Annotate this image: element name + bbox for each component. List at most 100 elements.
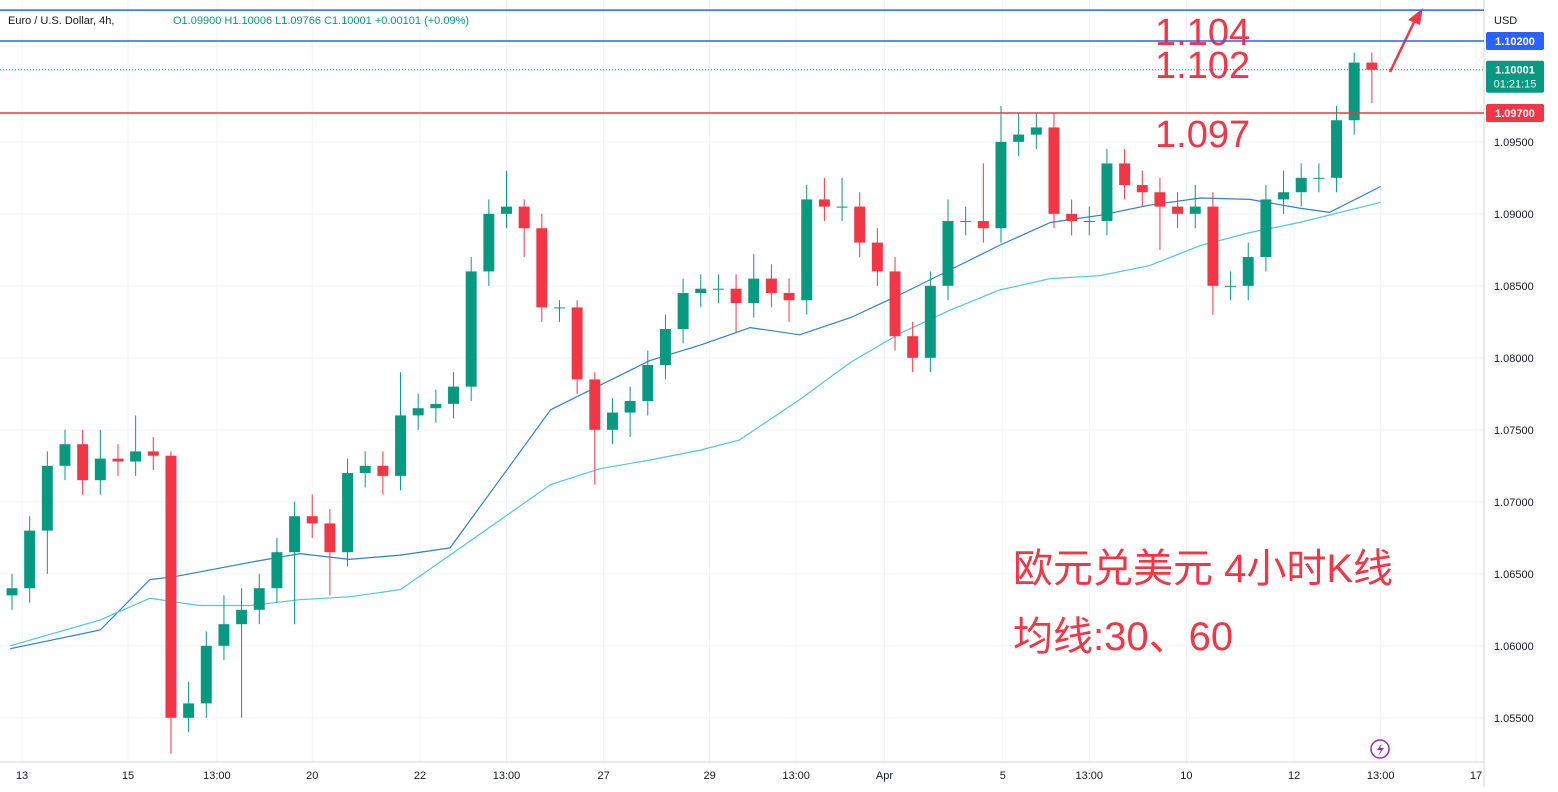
x-tick-label: 10	[1180, 770, 1192, 782]
candle-body	[801, 199, 813, 301]
candle-body	[112, 458, 124, 462]
candle-body	[1225, 285, 1237, 287]
x-tick-label: 27	[598, 770, 610, 782]
x-tick-label: 22	[414, 770, 426, 782]
candle-body	[1013, 134, 1025, 142]
candle-body	[783, 293, 795, 301]
candle-body	[659, 329, 671, 366]
y-tick-label: 1.06000	[1494, 641, 1534, 653]
candle-body	[1366, 62, 1378, 70]
candle-body	[253, 588, 265, 610]
last-price-box	[1486, 60, 1544, 93]
candle-body	[907, 336, 919, 358]
candle-body	[77, 444, 89, 481]
y-tick-label: 1.07500	[1494, 425, 1534, 437]
candle-body	[359, 465, 371, 474]
x-tick-label: 13:00	[493, 770, 521, 782]
price-label: 1.09700	[1495, 108, 1535, 120]
candle-body	[1260, 199, 1272, 258]
candle-body	[271, 552, 283, 589]
moving-average	[10, 201, 1381, 647]
candle-body	[871, 242, 883, 272]
symbol-title: Euro / U.S. Dollar, 4h,	[8, 15, 114, 27]
currency-label: USD	[1494, 15, 1517, 27]
candle-body	[1172, 206, 1184, 214]
candle-body	[1136, 185, 1148, 193]
candle-body	[289, 516, 301, 553]
y-tick-label: 1.07000	[1494, 497, 1534, 509]
x-tick-label: 13:00	[1367, 770, 1395, 782]
x-tick-label: 29	[703, 770, 715, 782]
candle-body	[854, 206, 866, 243]
candle-body	[1119, 163, 1131, 186]
candle-body	[24, 530, 36, 589]
candle-body	[536, 228, 548, 308]
annotation: 均线:30、60	[1013, 615, 1233, 659]
candle-body	[501, 206, 512, 214]
candle-body	[765, 278, 777, 294]
candle-body	[571, 307, 583, 380]
candle-body	[165, 455, 177, 718]
candle-body	[6, 588, 18, 596]
last-price-label: 1.10001	[1495, 65, 1535, 77]
annotation: 欧元兑美元 4小时K线	[1013, 547, 1393, 591]
candle-body	[518, 206, 530, 229]
countdown-label: 01:21:15	[1494, 79, 1537, 91]
candle-body	[377, 465, 389, 476]
x-tick-label: 15	[122, 770, 134, 782]
candle-body	[924, 285, 936, 358]
candle-body	[430, 403, 442, 409]
price-label: 1.10200	[1495, 36, 1535, 48]
candle-body	[1101, 163, 1113, 222]
y-tick-label: 1.09500	[1494, 137, 1534, 149]
x-tick-label: 20	[306, 770, 318, 782]
candle-body	[624, 401, 636, 413]
candle-body	[448, 386, 459, 404]
x-tick-label: 12	[1288, 770, 1300, 782]
arrow-head	[1408, 8, 1423, 25]
candle-body	[642, 365, 654, 402]
candle-body	[1242, 257, 1254, 286]
candle-body	[748, 278, 760, 304]
candle-body	[236, 609, 248, 625]
candle-body	[960, 221, 972, 223]
candle-body	[59, 444, 71, 466]
candle-body	[1295, 177, 1307, 193]
candle-body	[1154, 192, 1166, 207]
annotation: 1.102	[1155, 45, 1250, 87]
candle-body	[324, 523, 336, 553]
events-icon[interactable]	[1370, 739, 1390, 759]
y-tick-label: 1.06500	[1494, 569, 1534, 581]
ohlc-values: O1.09900 H1.10006 L1.09766 C1.10001 +0.0…	[173, 15, 469, 27]
candle-body	[1083, 221, 1095, 223]
candle-body	[200, 645, 212, 704]
candle-body	[147, 451, 159, 456]
candle-body	[1207, 206, 1219, 286]
candle-body	[218, 624, 230, 646]
candle-body	[483, 213, 495, 272]
candle-body	[712, 288, 724, 290]
candle-body	[395, 415, 407, 476]
candle-body	[1048, 127, 1060, 214]
x-tick-label: 13	[16, 770, 28, 782]
candle-body	[1313, 177, 1325, 179]
candle-body	[465, 271, 477, 387]
candle-body	[589, 379, 601, 430]
price-label-box	[1486, 32, 1544, 51]
candle-body	[606, 412, 618, 430]
candle-body	[412, 408, 424, 416]
y-tick-label: 1.09000	[1494, 209, 1534, 221]
candle-body	[677, 293, 689, 330]
y-tick-label: 1.08000	[1494, 353, 1534, 365]
candle-body	[695, 288, 707, 294]
candle-body	[889, 271, 901, 337]
x-tick-label: 17	[1470, 770, 1482, 782]
candle-body	[1030, 127, 1042, 135]
candle-body	[1278, 192, 1290, 200]
x-tick-label: 13:00	[1076, 770, 1104, 782]
x-tick-label: 5	[1000, 770, 1006, 782]
candle-body	[942, 221, 954, 286]
candle-body	[1348, 62, 1360, 121]
grid	[0, 0, 1484, 762]
